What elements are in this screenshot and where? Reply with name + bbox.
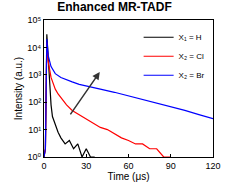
svg-text:0: 0 xyxy=(41,161,46,171)
svg-text:Intensity (a.u.): Intensity (a.u.) xyxy=(13,57,24,120)
svg-text:60: 60 xyxy=(123,161,133,171)
svg-text:Time (μs): Time (μs) xyxy=(107,171,149,182)
svg-text:90: 90 xyxy=(166,161,176,171)
svg-text:10⁵: 10⁵ xyxy=(27,15,41,25)
svg-text:120: 120 xyxy=(205,161,220,171)
svg-text:10²: 10² xyxy=(28,97,41,107)
svg-text:X₂ = Cl: X₂ = Cl xyxy=(179,52,204,61)
svg-text:10⁴: 10⁴ xyxy=(27,43,41,53)
svg-text:10⁰: 10⁰ xyxy=(28,152,42,162)
svg-text:X₂ = Br: X₂ = Br xyxy=(179,71,205,80)
svg-text:Enhanced MR-TADF: Enhanced MR-TADF xyxy=(57,0,171,14)
svg-text:10³: 10³ xyxy=(28,70,41,80)
svg-text:X₁ = H: X₁ = H xyxy=(179,33,202,42)
svg-text:30: 30 xyxy=(81,161,91,171)
svg-text:10¹: 10¹ xyxy=(28,125,41,135)
